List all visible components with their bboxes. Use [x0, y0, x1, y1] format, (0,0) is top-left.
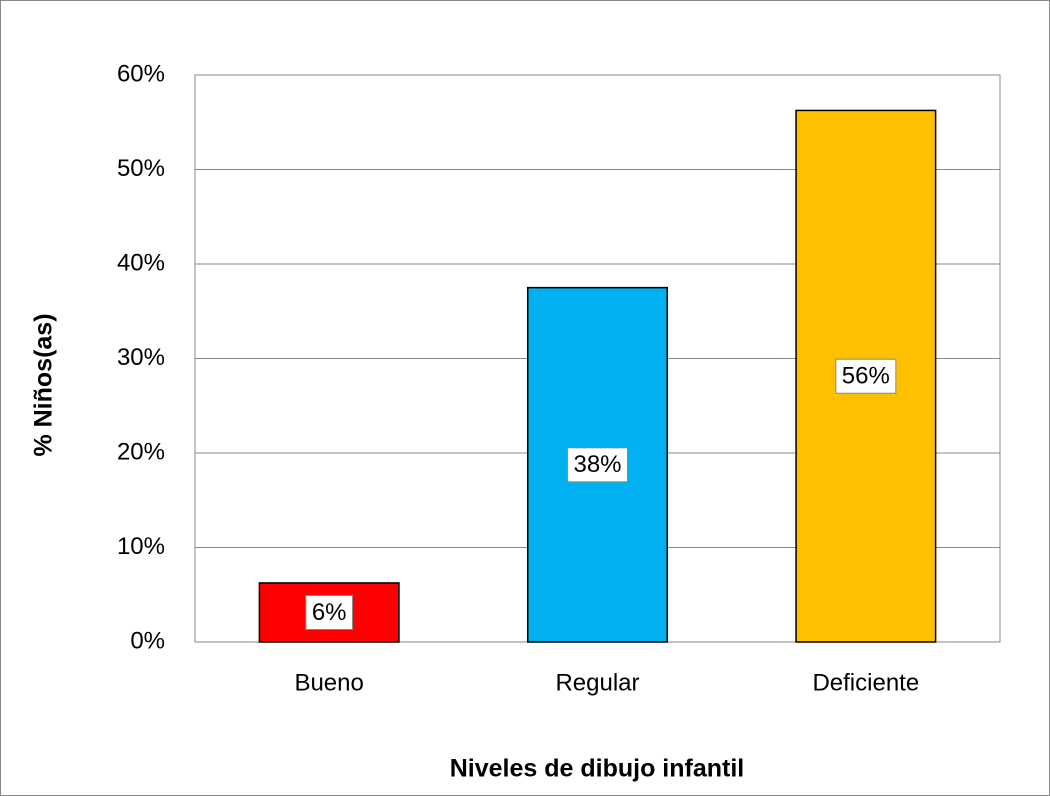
x-tick-label: Bueno — [294, 669, 363, 696]
x-axis-title: Niveles de dibujo infantil — [450, 755, 744, 783]
y-tick-label: 50% — [117, 155, 165, 182]
y-tick-label: 30% — [117, 344, 165, 371]
y-tick-label: 40% — [117, 249, 165, 276]
y-axis-title: % Niños(as) — [30, 313, 58, 456]
y-tick-label: 10% — [117, 533, 165, 560]
data-label-box — [835, 358, 897, 394]
x-tick-label: Deficiente — [812, 669, 919, 696]
x-tick-label: Regular — [555, 669, 639, 696]
y-tick-label: 60% — [117, 60, 165, 87]
data-label: 6% — [312, 599, 347, 626]
data-label-box — [566, 447, 629, 483]
data-label: 38% — [573, 451, 621, 478]
bar — [258, 582, 400, 643]
data-label: 56% — [842, 363, 890, 390]
y-tick-label: 20% — [117, 438, 165, 465]
y-tick-label: 0% — [130, 627, 165, 654]
data-label-box — [305, 594, 354, 630]
